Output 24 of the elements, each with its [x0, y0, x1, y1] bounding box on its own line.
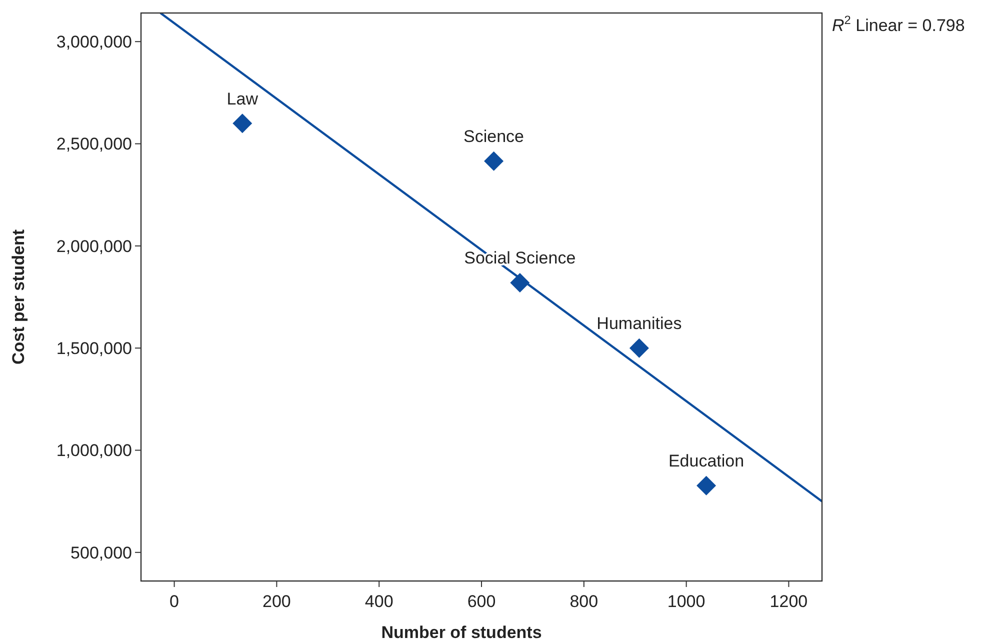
x-tick-label: 400 [364, 592, 394, 611]
annotation: Humanities [596, 314, 682, 334]
annotation: Science [464, 127, 524, 146]
y-tick-label: 1,500,000 [56, 339, 132, 358]
point [484, 151, 504, 171]
point [629, 338, 649, 358]
x-tick-label: 0 [170, 592, 180, 611]
y-tick-label: 2,500,000 [56, 134, 132, 154]
x-tick-label: 200 [262, 592, 291, 611]
y-tick-label: 500,000 [70, 543, 132, 562]
y-tick-label: 3,000,000 [56, 32, 132, 52]
y-axis-title: Cost per student [9, 229, 28, 365]
annotation: Education [668, 452, 744, 471]
annotation: Law [226, 89, 259, 108]
point [232, 114, 252, 134]
y-tick-label: 1,000,000 [56, 441, 132, 460]
x-tick-label: 1200 [770, 592, 808, 611]
text: R$^{2}$ Linear = 0.798 [832, 13, 965, 35]
x-tick-label: 600 [467, 592, 496, 611]
x-axis-title: Number of students [381, 623, 542, 642]
point [696, 476, 716, 496]
y-tick-label: 2,000,000 [56, 236, 132, 256]
x-tick-label: 800 [570, 592, 598, 611]
x-tick-label: 1000 [667, 592, 706, 611]
